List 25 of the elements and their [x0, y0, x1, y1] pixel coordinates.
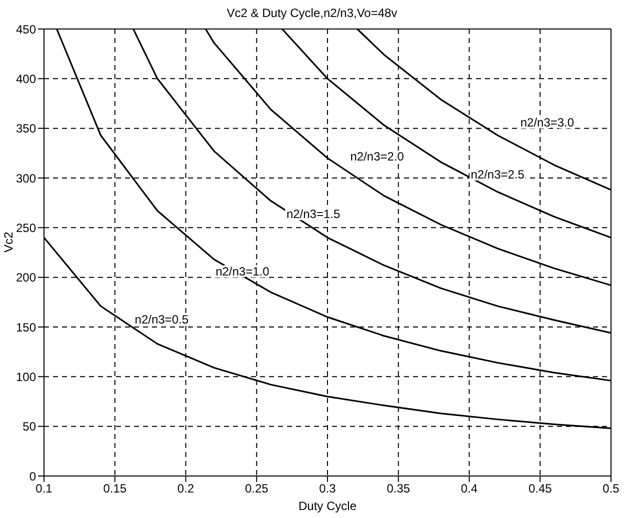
x-tick-label: 0.25 [244, 482, 269, 496]
y-tick-label: 250 [16, 220, 36, 235]
y-tick-label: 100 [16, 370, 36, 384]
annotation: n2/n3=3.0 [520, 116, 574, 130]
x-tick-label: 0.4 [460, 482, 478, 496]
y-tick-label: 0 [29, 469, 36, 484]
y-axis-title: Vc2 [1, 231, 16, 252]
x-tick-label: 0.2 [177, 482, 194, 496]
x-axis-title: Duty Cycle [298, 499, 357, 513]
annotation: n2/n3=0.5 [134, 312, 189, 326]
y-tick-label: 300 [16, 171, 36, 186]
y-tick-label: 150 [16, 320, 36, 334]
y-tick-label: 450 [16, 22, 36, 36]
x-tick-label: 0.35 [386, 482, 410, 496]
x-tick-label: 0.15 [103, 482, 127, 496]
x-tick-label: 0.3 [319, 482, 336, 496]
x-tick-label: 0.45 [528, 482, 552, 496]
y-tick-label: 200 [16, 270, 36, 285]
y-tick-label: 50 [22, 420, 36, 434]
annotation: n2/n3=2.0 [350, 149, 404, 164]
chart-title: Vc2 & Duty Cycle,n2/n3,Vo=48v [226, 6, 398, 20]
x-tick-label: 0.1 [36, 482, 53, 496]
x-tick-label: 0.5 [602, 482, 620, 496]
y-tick-label: 350 [16, 122, 36, 136]
y-tick-label: 400 [16, 72, 36, 86]
